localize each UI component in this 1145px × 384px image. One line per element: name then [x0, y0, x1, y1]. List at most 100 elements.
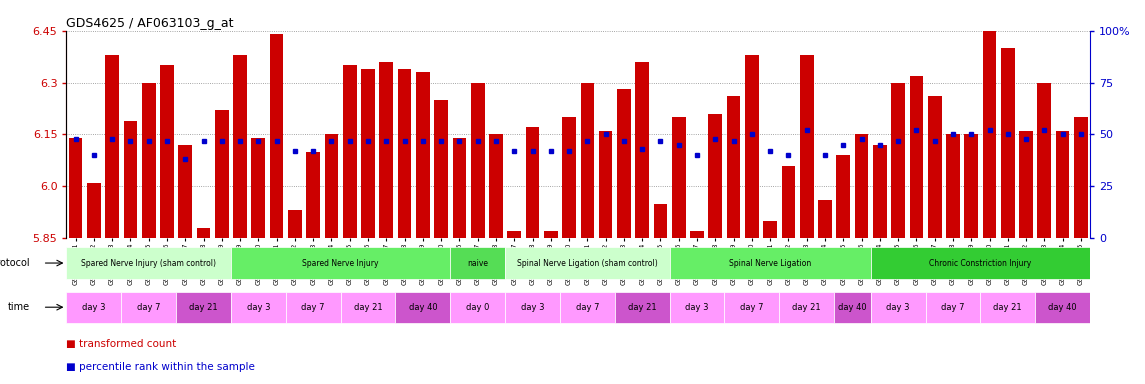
Bar [215, 110, 229, 238]
Bar [1001, 48, 1014, 238]
Bar [1019, 131, 1033, 238]
Bar [672, 117, 686, 238]
Text: day 7: day 7 [137, 303, 160, 312]
Bar [927, 96, 941, 238]
Bar [725, 292, 780, 323]
Text: Spared Nerve Injury: Spared Nerve Injury [302, 258, 379, 268]
Bar [197, 228, 211, 238]
Bar [562, 117, 576, 238]
Bar [654, 204, 668, 238]
Bar [270, 34, 284, 238]
Bar [1037, 83, 1051, 238]
Bar [599, 131, 613, 238]
Text: Spinal Nerve Ligation: Spinal Nerve Ligation [729, 258, 812, 268]
Bar [870, 292, 925, 323]
Bar [544, 231, 558, 238]
Text: day 40: day 40 [838, 303, 867, 312]
Bar [121, 292, 176, 323]
Bar [709, 114, 722, 238]
Bar [340, 292, 395, 323]
Bar [581, 83, 594, 238]
Bar [635, 62, 649, 238]
Bar [160, 65, 174, 238]
Bar [909, 76, 923, 238]
Text: day 3: day 3 [82, 303, 105, 312]
Bar [560, 292, 615, 323]
Bar [980, 292, 1035, 323]
Bar [836, 155, 850, 238]
Text: ■ percentile rank within the sample: ■ percentile rank within the sample [66, 362, 255, 372]
Bar [452, 138, 466, 238]
Bar [286, 292, 340, 323]
Bar [891, 83, 905, 238]
Bar [450, 292, 505, 323]
Bar [727, 96, 741, 238]
Bar [434, 100, 448, 238]
Text: day 7: day 7 [576, 303, 599, 312]
Bar [379, 62, 393, 238]
Bar [670, 292, 725, 323]
Text: day 7: day 7 [740, 303, 764, 312]
Bar [505, 292, 560, 323]
Text: protocol: protocol [0, 258, 30, 268]
Bar [834, 292, 870, 323]
Bar [1035, 292, 1090, 323]
Bar [870, 248, 1090, 279]
Text: naive: naive [467, 258, 488, 268]
Bar [489, 134, 503, 238]
Bar [505, 248, 670, 279]
Text: day 3: day 3 [886, 303, 910, 312]
Bar [450, 248, 505, 279]
Text: day 7: day 7 [301, 303, 325, 312]
Text: day 7: day 7 [941, 303, 965, 312]
Text: day 3: day 3 [246, 303, 270, 312]
Text: day 0: day 0 [466, 303, 489, 312]
Bar [66, 248, 231, 279]
Bar [395, 292, 450, 323]
Bar [800, 55, 814, 238]
Text: day 21: day 21 [627, 303, 656, 312]
Bar [471, 83, 484, 238]
Bar [819, 200, 832, 238]
Text: day 21: day 21 [189, 303, 218, 312]
Bar [507, 231, 521, 238]
Bar [231, 248, 450, 279]
Bar [289, 210, 302, 238]
Text: day 40: day 40 [409, 303, 437, 312]
Bar [526, 127, 539, 238]
Bar [782, 166, 796, 238]
Bar [1056, 131, 1069, 238]
Text: ■ transformed count: ■ transformed count [66, 339, 176, 349]
Bar [670, 248, 870, 279]
Bar [142, 83, 156, 238]
Bar [176, 292, 231, 323]
Text: day 21: day 21 [994, 303, 1022, 312]
Bar [764, 221, 777, 238]
Text: Spinal Nerve Ligation (sham control): Spinal Nerve Ligation (sham control) [518, 258, 657, 268]
Bar [307, 152, 321, 238]
Bar [231, 292, 286, 323]
Bar [124, 121, 137, 238]
Bar [69, 138, 82, 238]
Bar [416, 72, 429, 238]
Text: Spared Nerve Injury (sham control): Spared Nerve Injury (sham control) [81, 258, 216, 268]
Bar [964, 134, 978, 238]
Bar [87, 183, 101, 238]
Bar [872, 145, 886, 238]
Bar [179, 145, 192, 238]
Bar [105, 55, 119, 238]
Bar [324, 134, 338, 238]
Text: day 21: day 21 [354, 303, 382, 312]
Bar [234, 55, 247, 238]
Bar [397, 69, 411, 238]
Bar [1074, 117, 1088, 238]
Bar [252, 138, 266, 238]
Bar [780, 292, 834, 323]
Bar [615, 292, 670, 323]
Text: day 21: day 21 [792, 303, 821, 312]
Bar [925, 292, 980, 323]
Bar [342, 65, 356, 238]
Text: Chronic Constriction Injury: Chronic Constriction Injury [930, 258, 1032, 268]
Bar [690, 231, 704, 238]
Bar [982, 31, 996, 238]
